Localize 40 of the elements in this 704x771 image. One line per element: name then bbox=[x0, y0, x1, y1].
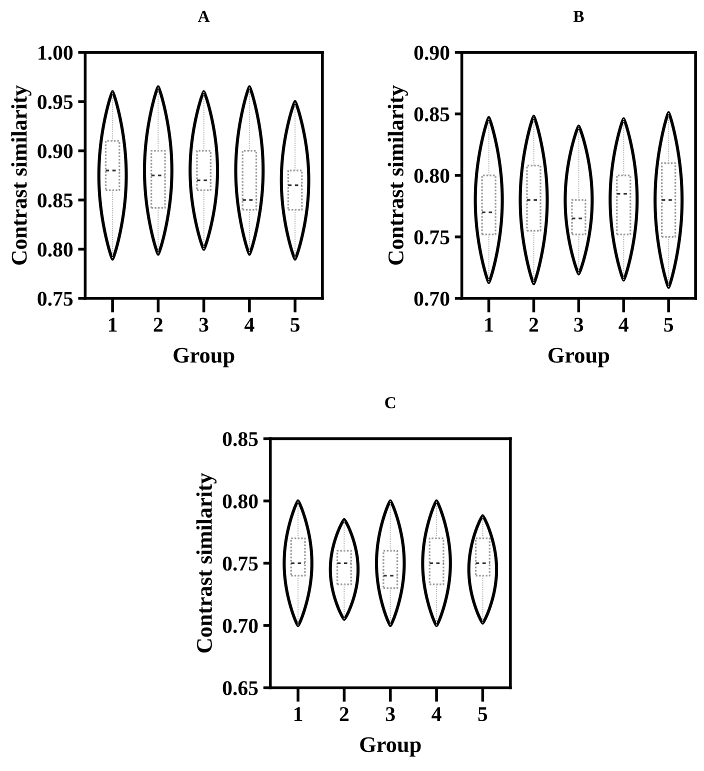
x-axis-title: Group bbox=[548, 348, 610, 368]
y-tick-label: 0.80 bbox=[222, 494, 258, 508]
y-tick-label: 0.70 bbox=[222, 618, 258, 633]
y-tick-label: 0.75 bbox=[38, 292, 73, 306]
y-axis-title: Contrast similarity bbox=[196, 473, 217, 653]
x-tick-label: 1 bbox=[294, 707, 302, 721]
y-axis-title: Contrast similarity bbox=[11, 85, 32, 265]
x-tick-label: 1 bbox=[109, 318, 117, 332]
y-tick-label: 0.65 bbox=[222, 681, 258, 696]
y-tick-label: 0.85 bbox=[414, 107, 450, 122]
x-tick-label: 1 bbox=[485, 318, 493, 332]
y-tick-label: 0.80 bbox=[414, 168, 450, 183]
y-tick-label: 0.75 bbox=[414, 230, 450, 244]
x-tick-label: 2 bbox=[340, 707, 349, 721]
y-axis-title: Contrast similarity bbox=[388, 85, 408, 265]
chart-title: B bbox=[573, 10, 584, 22]
y-tick-label: 0.85 bbox=[222, 432, 258, 446]
y-tick-label: 0.75 bbox=[222, 556, 258, 571]
x-tick-label: 4 bbox=[244, 318, 254, 332]
x-tick-label: 3 bbox=[574, 318, 584, 332]
y-tick-label: 0.80 bbox=[38, 242, 73, 257]
y-tick-label: 0.90 bbox=[414, 46, 450, 60]
chart-title: C bbox=[385, 397, 396, 408]
x-tick-label: 2 bbox=[154, 318, 162, 332]
chart-title: A bbox=[198, 10, 210, 22]
x-axis-title: Group bbox=[174, 348, 234, 368]
x-axis-title: Group bbox=[360, 737, 421, 757]
x-tick-label: 5 bbox=[290, 318, 300, 332]
x-tick-label: 3 bbox=[199, 318, 208, 332]
x-tick-label: 4 bbox=[432, 707, 442, 721]
y-tick-label: 0.85 bbox=[38, 193, 73, 208]
x-tick-label: 4 bbox=[618, 318, 628, 332]
x-tick-label: 5 bbox=[664, 318, 674, 332]
y-tick-label: 0.90 bbox=[38, 144, 73, 158]
x-tick-label: 3 bbox=[386, 707, 395, 722]
y-tick-label: 1.00 bbox=[38, 46, 73, 60]
y-tick-label: 0.70 bbox=[414, 292, 450, 306]
y-tick-label: 0.95 bbox=[38, 94, 73, 110]
x-tick-label: 5 bbox=[478, 707, 488, 722]
x-tick-label: 2 bbox=[529, 318, 538, 332]
